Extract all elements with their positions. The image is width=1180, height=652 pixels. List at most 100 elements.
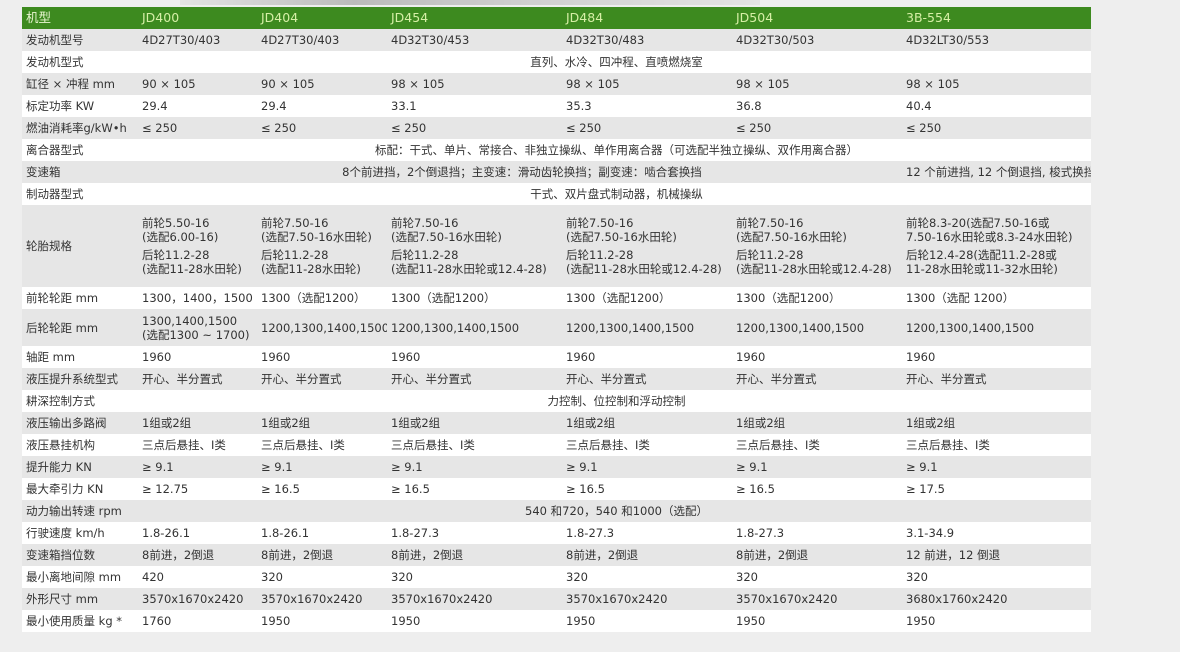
model-jd404: JD404 xyxy=(257,7,387,29)
spec-cell: 三点后悬挂、Ⅰ类 xyxy=(732,434,902,456)
spec-cell: ≥ 16.5 xyxy=(257,478,387,500)
spec-cell: 8前进，2倒退 xyxy=(387,544,562,566)
spec-cell: 1300（选配1200） xyxy=(387,287,562,309)
spec-cell: 1960 xyxy=(902,346,1091,368)
row-label: 缸径 × 冲程 mm xyxy=(22,73,138,95)
spec-cell: 1.8-26.1 xyxy=(257,522,387,544)
model-jd400: JD400 xyxy=(138,7,257,29)
model-jd454: JD454 xyxy=(387,7,562,29)
spec-cell: 4D27T30/403 xyxy=(138,29,257,51)
spec-cell: 320 xyxy=(902,566,1091,588)
row-label: 最小使用质量 kg * xyxy=(22,610,138,632)
rear-tire: 后轮11.2-28 (选配11-28水田轮或12.4-28) xyxy=(736,248,892,276)
spec-cell: 1950 xyxy=(562,610,732,632)
row-label: 标定功率 KW xyxy=(22,95,138,117)
spec-cell: 98 × 105 xyxy=(562,73,732,95)
spec-cell-merged: 8个前进挡，2个倒退挡；主变速：滑动齿轮换挡；副变速：啮合套换挡 xyxy=(138,161,902,183)
spec-cell: 320 xyxy=(732,566,902,588)
spec-cell: 29.4 xyxy=(257,95,387,117)
tire-cell: 前轮5.50-16 (选配6.00-16) 后轮11.2-28 (选配11-28水… xyxy=(138,205,257,287)
spec-cell: 98 × 105 xyxy=(902,73,1091,95)
front-tire: 前轮7.50-16 (选配7.50-16水田轮) xyxy=(566,216,677,244)
row-label: 制动器型式 xyxy=(22,183,138,205)
spec-cell: 1300，1400，1500 xyxy=(138,287,257,309)
row-label: 动力输出转速 rpm xyxy=(22,500,138,522)
row-label: 离合器型式 xyxy=(22,139,138,161)
tire-cell: 前轮7.50-16 (选配7.50-16水田轮) 后轮11.2-28 (选配11-… xyxy=(562,205,732,287)
spec-cell: 3570x1670x2420 xyxy=(387,588,562,610)
rear-tire: 后轮11.2-28 (选配11-28水田轮或12.4-28) xyxy=(391,248,547,276)
spec-cell: 1组或2组 xyxy=(257,412,387,434)
tire-cell: 前轮8.3-20(选配7.50-16或 7.50-16水田轮或8.3-24水田轮… xyxy=(902,205,1091,287)
row-label: 轮胎规格 xyxy=(22,205,138,287)
spec-cell: 4D32T30/503 xyxy=(732,29,902,51)
table-row: 变速箱 8个前进挡，2个倒退挡；主变速：滑动齿轮换挡；副变速：啮合套换挡 12 个前… xyxy=(22,161,1091,183)
table-row: 标定功率 KW 29.4 29.4 33.1 35.3 36.8 40.4 xyxy=(22,95,1091,117)
spec-cell: 开心、半分置式 xyxy=(387,368,562,390)
row-label: 最大牵引力 KN xyxy=(22,478,138,500)
table-row: 液压提升系统型式 开心、半分置式 开心、半分置式 开心、半分置式 开心、半分置式 开心、半… xyxy=(22,368,1091,390)
spec-cell: 3680x1760x2420 xyxy=(902,588,1091,610)
spec-cell: ≥ 12.75 xyxy=(138,478,257,500)
table-row: 缸径 × 冲程 mm 90 × 105 90 × 105 98 × 105 98 × 1… xyxy=(22,73,1091,95)
row-label: 液压提升系统型式 xyxy=(22,368,138,390)
spec-cell: ≤ 250 xyxy=(562,117,732,139)
spec-cell: 1300（选配1200） xyxy=(562,287,732,309)
spec-cell: ≤ 250 xyxy=(902,117,1091,139)
spec-cell: ≤ 250 xyxy=(732,117,902,139)
spec-cell: 320 xyxy=(387,566,562,588)
spec-cell-merged: 力控制、位控制和浮动控制 xyxy=(138,390,1091,412)
spec-cell: 3570x1670x2420 xyxy=(562,588,732,610)
spec-cell: 1200,1300,1400,1500 xyxy=(257,309,387,346)
rear-tire: 后轮11.2-28 (选配11-28水田轮或12.4-28) xyxy=(566,248,722,276)
spec-table: 机型 JD400 JD404 JD454 JD484 JD504 3B-554 … xyxy=(22,7,1091,632)
model-3b554: 3B-554 xyxy=(902,7,1091,29)
spec-cell: ≥ 9.1 xyxy=(138,456,257,478)
spec-cell: 1300（选配1200） xyxy=(732,287,902,309)
spec-cell: 3570x1670x2420 xyxy=(732,588,902,610)
spec-cell: 1960 xyxy=(387,346,562,368)
table-row: 后轮轮距 mm 1300,1400,1500 (选配1300 ~ 1700) 120… xyxy=(22,309,1091,346)
spec-cell: 3.1-34.9 xyxy=(902,522,1091,544)
table-row: 外形尺寸 mm 3570x1670x2420 3570x1670x2420 3570x… xyxy=(22,588,1091,610)
spec-cell-merged: 直列、水冷、四冲程、直喷燃烧室 xyxy=(138,51,1091,73)
spec-cell: 1组或2组 xyxy=(902,412,1091,434)
spec-cell: 4D32T30/453 xyxy=(387,29,562,51)
row-label: 外形尺寸 mm xyxy=(22,588,138,610)
table-row: 轴距 mm 1960 1960 1960 1960 1960 1960 xyxy=(22,346,1091,368)
row-label: 发动机型式 xyxy=(22,51,138,73)
spec-cell: ≥ 17.5 xyxy=(902,478,1091,500)
model-jd504: JD504 xyxy=(732,7,902,29)
spec-cell: ≥ 16.5 xyxy=(562,478,732,500)
row-label: 发动机型号 xyxy=(22,29,138,51)
table-row: 前轮轮距 mm 1300，1400，1500 1300（选配1200） 1300（选配… xyxy=(22,287,1091,309)
spec-cell: 40.4 xyxy=(902,95,1091,117)
header-row: 机型 JD400 JD404 JD454 JD484 JD504 3B-554 xyxy=(22,7,1091,29)
spec-cell: 1950 xyxy=(732,610,902,632)
spec-cell: 420 xyxy=(138,566,257,588)
row-label: 最小离地间隙 mm xyxy=(22,566,138,588)
row-label: 提升能力 KN xyxy=(22,456,138,478)
spec-cell-merged: 干式、双片盘式制动器，机械操纵 xyxy=(138,183,1091,205)
table-row: 燃油消耗率g/kW•h ≤ 250 ≤ 250 ≤ 250 ≤ 250 ≤ 250 ≤ 25… xyxy=(22,117,1091,139)
spec-cell: 三点后悬挂、Ⅰ类 xyxy=(257,434,387,456)
row-label: 前轮轮距 mm xyxy=(22,287,138,309)
spec-cell: 三点后悬挂、Ⅰ类 xyxy=(562,434,732,456)
spec-cell: 开心、半分置式 xyxy=(257,368,387,390)
header-label: 机型 xyxy=(22,7,138,29)
rear-tire: 后轮11.2-28 (选配11-28水田轮) xyxy=(142,248,242,276)
spec-cell: 开心、半分置式 xyxy=(902,368,1091,390)
table-row: 发动机型式 直列、水冷、四冲程、直喷燃烧室 xyxy=(22,51,1091,73)
spec-cell: 1300（选配1200） xyxy=(257,287,387,309)
spec-cell: 1960 xyxy=(562,346,732,368)
spec-cell: 开心、半分置式 xyxy=(138,368,257,390)
spec-cell: 开心、半分置式 xyxy=(562,368,732,390)
table-row: 提升能力 KN ≥ 9.1 ≥ 9.1 ≥ 9.1 ≥ 9.1 ≥ 9.1 ≥ 9.1 xyxy=(22,456,1091,478)
table-row: 制动器型式 干式、双片盘式制动器，机械操纵 xyxy=(22,183,1091,205)
spec-cell: 29.4 xyxy=(138,95,257,117)
spec-cell: 4D27T30/403 xyxy=(257,29,387,51)
spec-cell: 33.1 xyxy=(387,95,562,117)
spec-cell: 1960 xyxy=(257,346,387,368)
tire-cell: 前轮7.50-16 (选配7.50-16水田轮) 后轮11.2-28 (选配11-… xyxy=(732,205,902,287)
spec-cell: 12 前进，12 倒退 xyxy=(902,544,1091,566)
